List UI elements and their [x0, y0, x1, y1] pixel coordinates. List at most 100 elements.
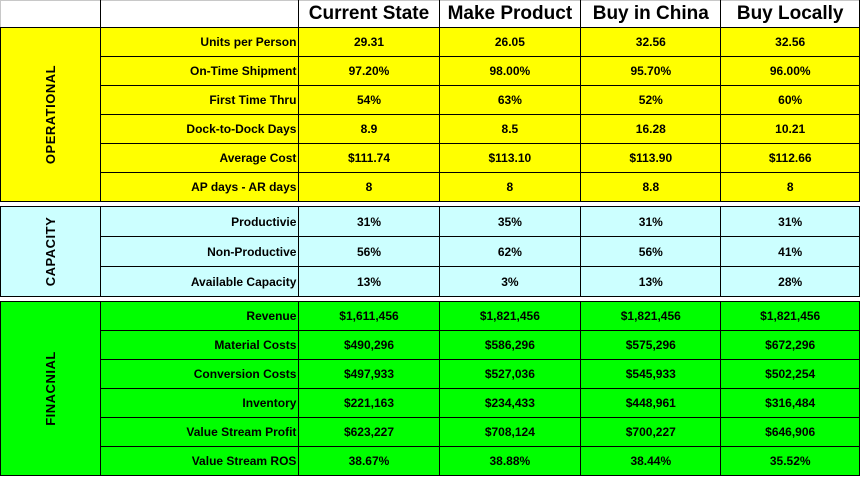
value-cell: 56% — [298, 236, 440, 267]
value-cell: 52% — [580, 85, 722, 115]
value-cell: $545,933 — [580, 359, 722, 389]
value-cell: 96.00% — [720, 56, 860, 86]
row-label: First Time Thru — [100, 85, 300, 115]
value-cell: 38.88% — [438, 446, 582, 476]
value-cell: 32.56 — [580, 27, 722, 57]
value-cell: 8 — [298, 172, 440, 202]
value-cell: $623,227 — [298, 417, 440, 447]
value-cell: 3% — [438, 266, 582, 297]
value-cell: $490,296 — [298, 330, 440, 360]
row-label: Conversion Costs — [100, 359, 300, 389]
value-cell: 60% — [720, 85, 860, 115]
value-cell: $700,227 — [580, 417, 722, 447]
table-row: Material Costs $490,296 $586,296 $575,296 $6… — [1, 330, 860, 360]
value-cell: 8 — [438, 172, 582, 202]
row-label: Units per Person — [100, 27, 300, 57]
value-cell: $316,484 — [720, 388, 860, 418]
table-row: Value Stream ROS 38.67% 38.88% 38.44% 35.52% — [1, 446, 860, 476]
row-label: Revenue — [100, 301, 300, 331]
section-label-text: OPERATIONAL — [43, 64, 59, 165]
value-cell: 8.8 — [580, 172, 722, 202]
value-cell: $448,961 — [580, 388, 722, 418]
value-cell: 13% — [298, 266, 440, 297]
value-cell: 54% — [298, 85, 440, 115]
table-row: CAPACITY Productivie 31% 35% 31% 31% — [0, 206, 860, 297]
table-row: Inventory $221,163 $234,433 $448,961 $316,48… — [1, 388, 860, 418]
header-label-cell — [100, 0, 300, 28]
header-make-product: Make Product — [438, 0, 582, 28]
row-label: Material Costs — [100, 330, 300, 360]
header-corner-cell — [0, 0, 102, 28]
value-cell: 35% — [438, 206, 582, 237]
table-row: Average Cost $111.74 $113.10 $113.90 $112.66 — [1, 143, 860, 173]
value-cell: $646,906 — [720, 417, 860, 447]
value-cell: 63% — [438, 85, 582, 115]
value-cell: 62% — [438, 236, 582, 267]
value-cell: 8.9 — [298, 114, 440, 144]
value-cell: $113.90 — [580, 143, 722, 173]
row-label: AP days - AR days — [100, 172, 300, 202]
value-cell: $112.66 — [720, 143, 860, 173]
table-row: Conversion Costs $497,933 $527,036 $545,933… — [1, 359, 860, 389]
table-row: Dock-to-Dock Days 8.9 8.5 16.28 10.21 — [1, 114, 860, 144]
section-label-text: CAPACITY — [43, 216, 59, 287]
header-buy-in-china: Buy in China — [580, 0, 722, 28]
value-cell: $497,933 — [298, 359, 440, 389]
table-row: Value Stream Profit $623,227 $708,124 $700,… — [1, 417, 860, 447]
row-label: Value Stream Profit — [100, 417, 300, 447]
value-cell: 41% — [720, 236, 860, 267]
row-label: Available Capacity — [100, 266, 300, 297]
value-cell: 31% — [298, 206, 440, 237]
value-cell: 38.67% — [298, 446, 440, 476]
value-cell: 95.70% — [580, 56, 722, 86]
row-label: Value Stream ROS — [100, 446, 300, 476]
value-cell: 98.00% — [438, 56, 582, 86]
row-label: Productivie — [100, 206, 300, 237]
value-cell: $672,296 — [720, 330, 860, 360]
value-cell: 16.28 — [580, 114, 722, 144]
table-row: Available Capacity 13% 3% 13% 28% — [1, 266, 860, 297]
value-cell: $1,821,456 — [580, 301, 722, 331]
value-cell: 13% — [580, 266, 722, 297]
value-cell: 28% — [720, 266, 860, 297]
table-row: AP days - AR days 8 8 8.8 8 — [1, 172, 860, 202]
section-label-text: FINACNIAL — [43, 351, 59, 426]
capacity-section-label: CAPACITY — [0, 206, 102, 297]
header-row: Current State Make Product Buy in China … — [0, 0, 860, 28]
value-cell: 38.44% — [580, 446, 722, 476]
operational-section-label: OPERATIONAL — [0, 27, 102, 202]
row-label: Inventory — [100, 388, 300, 418]
value-cell: $111.74 — [298, 143, 440, 173]
value-cell: $221,163 — [298, 388, 440, 418]
table-row: On-Time Shipment 97.20% 98.00% 95.70% 96.00% — [1, 56, 860, 86]
value-cell: 8 — [720, 172, 860, 202]
table-row: Non-Productive 56% 62% 56% 41% — [1, 236, 860, 267]
value-cell: 97.20% — [298, 56, 440, 86]
table-row: FINACNIAL Revenue $1,611,456 $1,821,456 $1,8… — [0, 301, 860, 476]
value-cell: 10.21 — [720, 114, 860, 144]
value-cell: 26.05 — [438, 27, 582, 57]
value-cell: 35.52% — [720, 446, 860, 476]
value-cell: $708,124 — [438, 417, 582, 447]
table-row: First Time Thru 54% 63% 52% 60% — [1, 85, 860, 115]
value-cell: 32.56 — [720, 27, 860, 57]
value-cell: $234,433 — [438, 388, 582, 418]
value-cell: $502,254 — [720, 359, 860, 389]
header-buy-locally: Buy Locally — [720, 0, 860, 28]
value-cell: 31% — [580, 206, 722, 237]
row-label: Dock-to-Dock Days — [100, 114, 300, 144]
financial-section-label: FINACNIAL — [0, 301, 102, 476]
value-cell: 29.31 — [298, 27, 440, 57]
value-cell: $1,611,456 — [298, 301, 440, 331]
value-cell: $586,296 — [438, 330, 582, 360]
row-label: Average Cost — [100, 143, 300, 173]
value-cell: 31% — [720, 206, 860, 237]
value-cell: $527,036 — [438, 359, 582, 389]
row-label: Non-Productive — [100, 236, 300, 267]
value-cell: $113.10 — [438, 143, 582, 173]
value-cell: $575,296 — [580, 330, 722, 360]
table-row: OPERATIONAL Units per Person 29.31 26.05 32.… — [0, 27, 860, 202]
value-cell: 56% — [580, 236, 722, 267]
